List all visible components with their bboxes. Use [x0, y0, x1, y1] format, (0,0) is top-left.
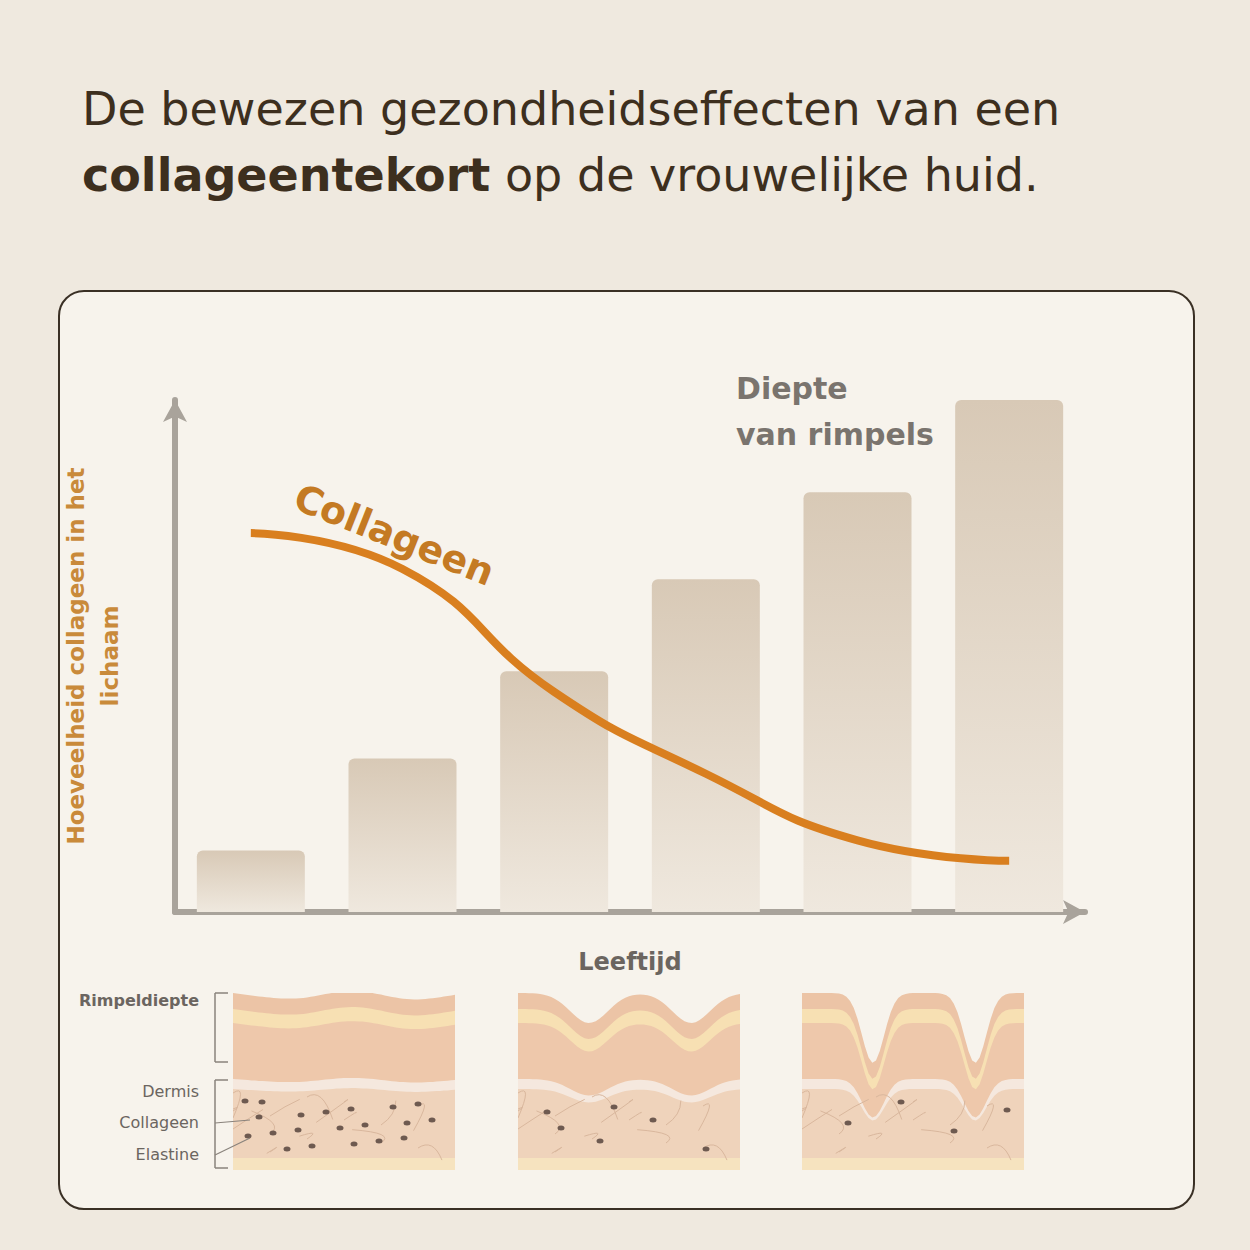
svg-text:Dermis: Dermis [142, 1082, 199, 1101]
svg-text:Leeftijd: Leeftijd [578, 948, 681, 976]
html-text:De bewezen gezondheidseffecten: De bewezen gezondheidseffecten van een [82, 82, 1061, 136]
svg-text:van rimpels: van rimpels [736, 417, 934, 452]
svg-text:Collageen: Collageen [119, 1113, 199, 1132]
svg-text:Rimpeldiepte: Rimpeldiepte [79, 991, 199, 1010]
svg-text:Hoeveelheid collageen in het: Hoeveelheid collageen in het [63, 467, 89, 844]
svg-text:Collageen: Collageen [288, 475, 501, 594]
svg-text:Diepte: Diepte [736, 371, 848, 406]
svg-text:lichaam: lichaam [97, 606, 123, 707]
html-text:collageentekort op de vrouweli: collageentekort op de vrouwelijke huid. [82, 148, 1039, 202]
svg-text:Elastine: Elastine [136, 1145, 199, 1164]
